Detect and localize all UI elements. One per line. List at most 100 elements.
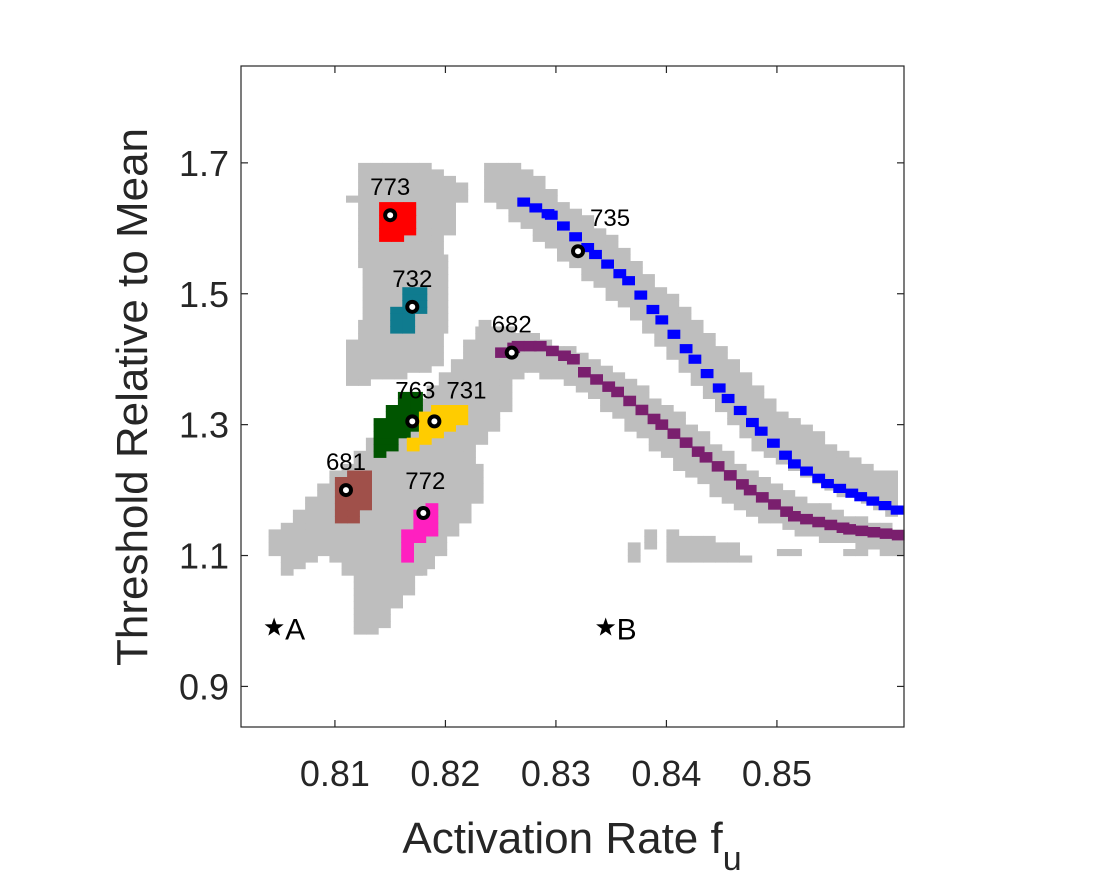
grey-region-upper-left bbox=[406, 346, 420, 354]
grey-region-upper-left bbox=[418, 175, 432, 183]
grey-region-lower bbox=[475, 405, 489, 413]
red-block bbox=[391, 234, 405, 242]
grey-region-blue-band bbox=[557, 202, 570, 210]
grey-region-lower bbox=[341, 542, 355, 550]
grey-region-upper-left bbox=[358, 208, 371, 216]
darkgreen-block bbox=[410, 424, 423, 432]
grey-region-purple-band bbox=[527, 365, 540, 373]
red-block bbox=[391, 221, 405, 229]
grey-region-purple-band bbox=[746, 509, 759, 517]
grey-region-blue-band bbox=[557, 254, 570, 262]
gold-block bbox=[443, 411, 456, 419]
grey-region-upper-left bbox=[370, 352, 384, 360]
grey-region-purple-band bbox=[648, 437, 662, 445]
grey-region-blue-band bbox=[885, 470, 898, 478]
grey-region-lower-inner bbox=[446, 444, 460, 452]
grey-region-mid-left bbox=[423, 274, 437, 282]
grey-region-mid-left bbox=[362, 306, 376, 314]
grey-region-mid-left bbox=[374, 306, 388, 314]
grey-region-blue-band bbox=[605, 293, 619, 301]
grey-region-mid-left bbox=[435, 254, 449, 262]
grey-region-purple-band bbox=[673, 424, 686, 432]
grey-region-lower-inner bbox=[397, 444, 411, 452]
grey-region-mid-left bbox=[374, 254, 388, 262]
grey-region-lower bbox=[329, 529, 343, 537]
grey-region-upper-left bbox=[406, 162, 420, 170]
grey-region-lower bbox=[292, 549, 306, 557]
pink-block bbox=[425, 503, 439, 511]
grey-region-blue-band bbox=[557, 215, 570, 223]
grey-region-purple-band bbox=[515, 333, 528, 341]
grey-region-purple-band bbox=[843, 516, 856, 524]
grey-region-mid-left bbox=[374, 333, 388, 341]
grey-region-blue-band bbox=[557, 241, 570, 249]
grey-region-purple-band bbox=[490, 359, 504, 367]
grey-region-lower bbox=[475, 365, 489, 373]
grey-region-lower bbox=[353, 457, 367, 465]
grey-region-lower-inner bbox=[434, 542, 448, 550]
grey-region-blue-band bbox=[690, 326, 704, 334]
grey-region-lower bbox=[280, 568, 294, 576]
grey-region-upper-left bbox=[358, 359, 371, 367]
grey-region-mid-left bbox=[362, 247, 376, 255]
grey-region-lower bbox=[463, 385, 476, 393]
grey-region-lower bbox=[353, 542, 367, 550]
grey-region-lower-inner bbox=[397, 450, 411, 458]
grey-speck bbox=[644, 535, 658, 543]
pink-block bbox=[401, 542, 414, 550]
grey-region-blue-band bbox=[557, 234, 570, 242]
grey-region-blue-band bbox=[666, 319, 680, 327]
grey-region-upper-left bbox=[406, 241, 420, 249]
grey-region-lower-inner bbox=[385, 509, 399, 517]
grey-region-upper-left bbox=[418, 241, 432, 249]
grey-region-upper-left bbox=[394, 162, 408, 170]
grey-region-mid-left bbox=[374, 313, 388, 321]
grey-region-upper-left bbox=[394, 182, 408, 190]
grey-region-purple-band bbox=[855, 542, 869, 550]
grey-region-upper-left bbox=[382, 189, 396, 197]
grey-region-purple-band bbox=[806, 509, 820, 517]
grey-region-purple-band bbox=[660, 431, 674, 439]
grey-region-upper-left bbox=[346, 339, 359, 347]
grey-region-upper-left bbox=[406, 352, 420, 360]
grey-region-blue-band bbox=[690, 319, 704, 327]
grey-region-lower bbox=[499, 405, 513, 413]
grey-region-mid-left bbox=[411, 313, 424, 321]
grey-region-lower-inner bbox=[397, 437, 411, 445]
purple-band bbox=[523, 340, 537, 352]
grey-region-blue-band bbox=[812, 463, 826, 471]
grey-region-lower bbox=[463, 405, 476, 413]
grey-region-lower bbox=[378, 542, 391, 550]
star-label-A: A bbox=[285, 614, 305, 647]
grey-region-lower-inner bbox=[410, 549, 423, 557]
grey-region-upper-left bbox=[370, 208, 384, 216]
teal-block bbox=[402, 293, 416, 301]
grey-region-blue-band bbox=[496, 162, 510, 170]
grey-region-purple-band bbox=[575, 378, 589, 386]
grey-region-blue-band bbox=[739, 418, 753, 426]
grey-region-upper-left bbox=[455, 182, 469, 190]
grey-region-blue-band bbox=[484, 195, 497, 203]
pink-block bbox=[425, 509, 439, 517]
grey-region-mid-left bbox=[386, 293, 400, 301]
grey-region-lower bbox=[378, 463, 391, 471]
grey-region-blue-band bbox=[630, 306, 643, 314]
grey-region-upper-left bbox=[370, 162, 384, 170]
grey-region-blue-band bbox=[739, 411, 753, 419]
grey-region-lower bbox=[463, 352, 476, 360]
grey-region-blue-band bbox=[739, 431, 753, 439]
point-marker-center-735 bbox=[575, 248, 582, 255]
purple-band bbox=[836, 522, 850, 533]
grey-region-lower bbox=[353, 450, 367, 458]
grey-region-lower bbox=[463, 391, 476, 399]
grey-region-lower-inner bbox=[410, 568, 423, 576]
grey-region-blue-band bbox=[532, 234, 546, 242]
grey-region-upper-left bbox=[406, 359, 420, 367]
grey-region-mid-left bbox=[423, 306, 437, 314]
grey-region-lower-inner bbox=[422, 444, 435, 452]
grey-region-lower-inner bbox=[397, 496, 411, 504]
grey-region-blue-band bbox=[702, 346, 716, 354]
grey-region-upper-left bbox=[455, 189, 469, 197]
teal-block bbox=[414, 306, 428, 314]
grey-region-blue-band bbox=[642, 293, 655, 301]
